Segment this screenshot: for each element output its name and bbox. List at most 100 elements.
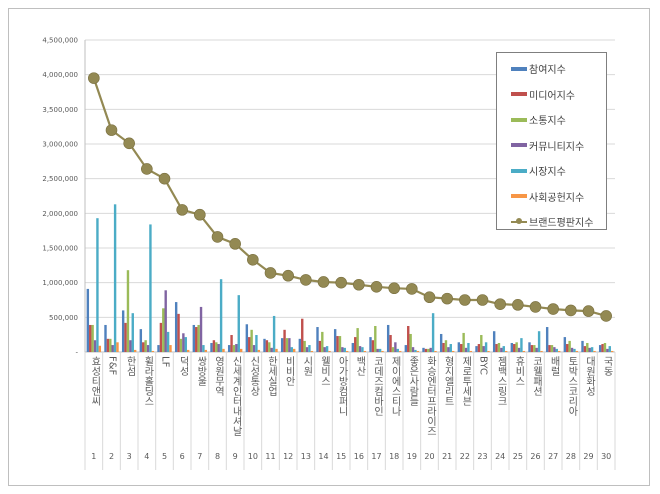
bar-3-10 [250,329,253,352]
bar-1-30 [598,345,602,352]
bar-6-4 [151,350,155,352]
legend-swatch-icon [511,117,527,122]
bar-1-10 [245,324,249,352]
bar-3-25 [515,342,518,352]
brand-index-point-10 [247,253,259,266]
bar-5-15 [343,347,346,352]
bar-1-20 [422,347,425,352]
rank-label: 22 [459,452,470,461]
bar-5-30 [608,346,611,352]
bar-5-25 [520,338,523,352]
category-label: 제이에스티나 [389,356,401,416]
rank-label: 12 [283,452,294,461]
bar-3-5 [162,308,165,352]
bar-4-4 [146,345,150,352]
bar-6-26 [540,350,543,352]
category-label: 젬백스링크 [495,356,507,406]
bar-6-27 [557,350,561,352]
bar-1-19 [404,345,408,352]
rank-label: 7 [197,452,203,461]
bar-2-23 [477,344,481,352]
rank-label: 16 [353,452,364,461]
bar-3-28 [568,340,571,352]
bar-5-12 [290,347,293,352]
bar-2-2 [106,338,110,352]
category-label: 배럴 [548,356,560,376]
bar-3-29 [586,342,589,352]
brand-index-point-2 [105,124,118,136]
rank-label: 23 [477,452,488,461]
brand-index-point-5 [158,172,171,185]
legend-item: 커뮤니티지수 [511,138,584,153]
category-label: 토박스코리아 [565,356,577,416]
bar-3-15 [338,336,342,352]
brand-index-point-1 [88,72,100,84]
bar-6-2 [116,342,119,352]
bar-6-20 [434,350,437,352]
bar-6-12 [292,348,296,352]
legend-item: 브랜드평판지수 [511,214,593,229]
bar-6-18 [398,350,402,352]
bar-4-7 [199,306,203,352]
bar-1-1 [86,288,90,352]
bar-3-11 [268,342,271,352]
bar-3-3 [126,270,130,352]
bar-4-9 [235,344,238,352]
y-tick-label: 4,000,000 [42,71,78,79]
bar-4-22 [464,347,468,352]
bar-3-8 [215,342,218,352]
legend-swatch-icon [511,66,527,71]
bar-3-21 [444,340,448,352]
bar-4-14 [323,347,326,352]
bar-2-19 [407,326,410,352]
bar-2-21 [442,342,445,352]
bar-2-25 [513,344,516,352]
y-tick-label: 1,500,000 [42,245,78,253]
bar-1-25 [510,342,514,352]
category-label: 한섬 [124,356,136,376]
bar-2-9 [230,335,233,352]
bar-6-28 [575,350,579,352]
bar-4-1 [93,340,97,352]
bar-4-18 [394,342,397,352]
bar-4-2 [111,345,114,352]
brand-index-point-24 [494,298,506,310]
bar-1-2 [104,324,107,352]
legend-item: 미디어지수 [511,87,575,102]
y-tick-label: 500,000 [49,314,78,322]
bar-6-30 [610,350,614,352]
brand-index-point-14 [317,276,330,288]
rank-label: 1 [91,452,97,461]
bar-1-26 [528,342,531,352]
y-tick-label: - [75,349,78,357]
bar-4-25 [517,347,521,352]
rank-label: 19 [406,452,417,461]
bar-1-16 [351,342,355,352]
bar-3-7 [197,324,200,352]
category-label: 휠라홀딩스 [141,356,153,406]
rank-label: 14 [318,452,329,461]
bar-4-8 [217,344,220,352]
category-label: 아가방컴퍼니 [336,356,348,416]
legend-swatch-icon [511,92,527,96]
bar-1-11 [263,338,266,352]
category-label: 쌍방울 [194,356,206,386]
rank-label: 20 [424,452,435,461]
brand-index-point-21 [441,292,453,305]
legend-label: 사회공헌지수 [529,192,585,204]
bar-5-17 [378,348,382,352]
bar-1-17 [369,337,372,352]
bar-2-27 [548,345,551,352]
category-label: 좋은사람들 [406,356,418,406]
bar-2-20 [424,348,428,352]
brand-index-point-20 [423,291,436,304]
bar-4-20 [429,347,432,352]
category-label: 코웰패션 [530,356,542,396]
category-label: 형지엘리트 [442,356,454,406]
rank-label: 25 [512,452,523,461]
brand-index-point-9 [229,238,241,250]
bar-5-13 [308,345,311,352]
bar-3-18 [391,347,395,352]
rank-label: 27 [548,452,559,461]
brand-index-point-15 [335,276,347,289]
